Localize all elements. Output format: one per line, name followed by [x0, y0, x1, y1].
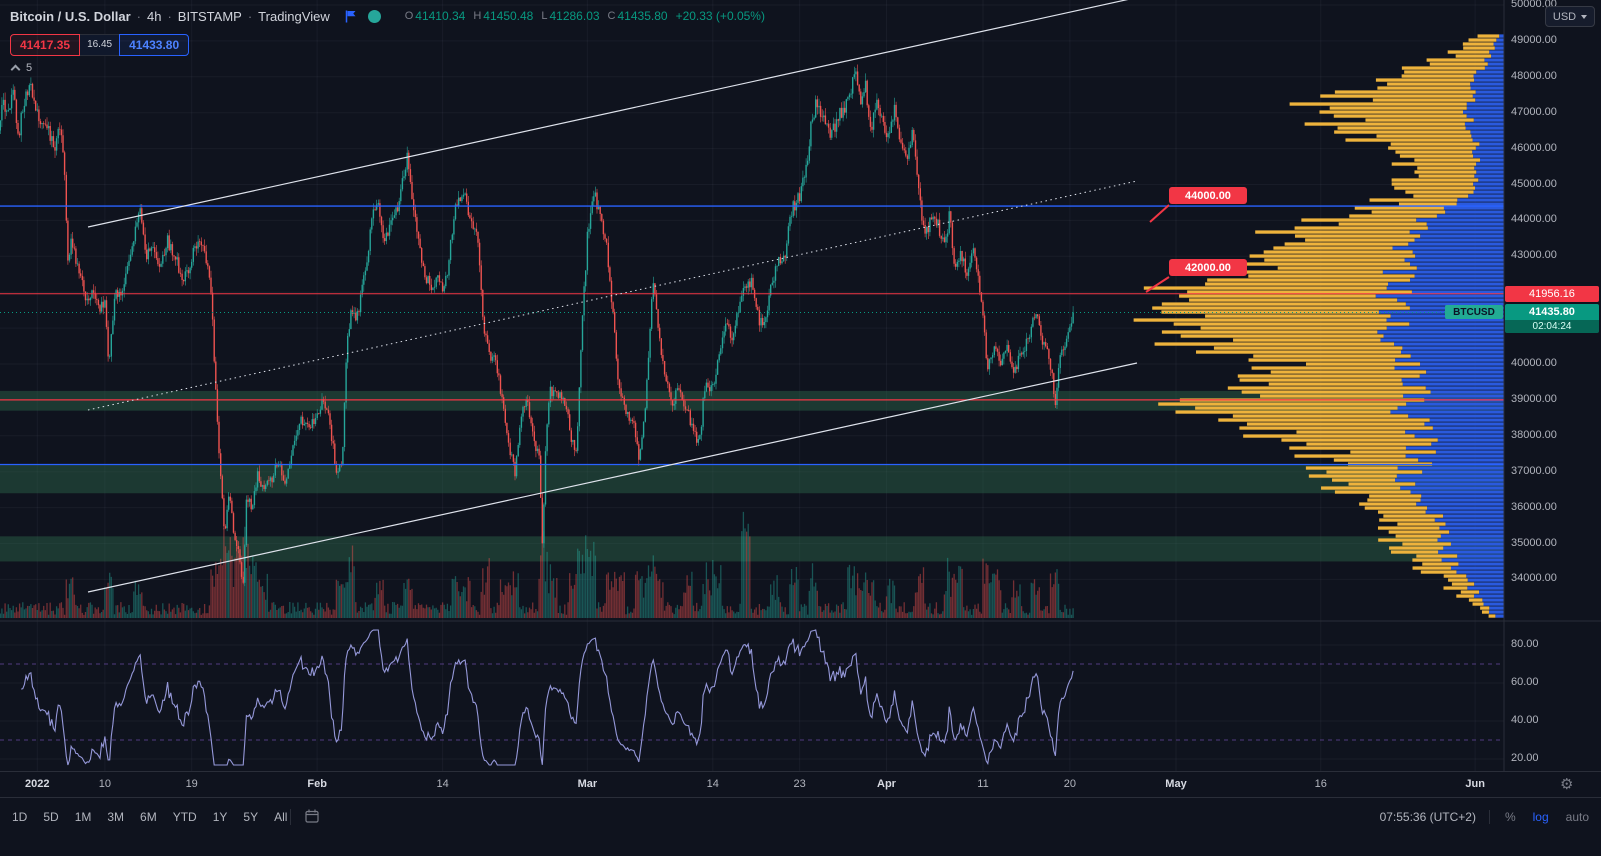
price-label-42000[interactable]: 42000.00: [1169, 259, 1247, 276]
range-ytd-button[interactable]: YTD: [165, 806, 205, 828]
change-value: +20.33 (+0.05%): [675, 9, 765, 23]
price-scale-label: 50000.00: [1511, 0, 1557, 10]
percent-scale-button[interactable]: %: [1504, 810, 1516, 824]
interval-label[interactable]: 4h: [146, 8, 162, 24]
alert-price-tag: 41956.16: [1505, 286, 1599, 302]
chart-legend: Bitcoin / U.S. Dollar · 4h · BITSTAMP · …: [0, 2, 765, 30]
price-scale[interactable]: 50000.00 49000.00 48000.00 47000.00 46000.00…: [1504, 0, 1601, 771]
range-5d-button[interactable]: 5D: [35, 806, 66, 828]
last-price-tag: 41435.80 02:04:24: [1505, 304, 1599, 333]
spread-value: 16.45: [80, 34, 120, 56]
rsi-scale-label: 80.00: [1511, 638, 1539, 650]
rsi-scale-label: 60.00: [1511, 676, 1539, 688]
log-scale-button[interactable]: log: [1532, 810, 1549, 824]
time-axis-label: 11: [977, 778, 989, 790]
range-1m-button[interactable]: 1M: [67, 806, 100, 828]
rsi-scale-label: 20.00: [1511, 752, 1539, 764]
price-label-44000[interactable]: 44000.00: [1169, 187, 1247, 204]
range-5y-button[interactable]: 5Y: [235, 806, 266, 828]
price-scale-label: 36000.00: [1511, 500, 1557, 513]
price-scale-label: 46000.00: [1511, 141, 1557, 154]
ohlc-readout: O 41410.34 H 41450.48 L 41286.03 C 41435.80 …: [404, 9, 765, 23]
time-axis[interactable]: ⚙ 2022 10 19 Feb 14 Mar 14 23 Apr 11 20 May 16 Jun: [0, 771, 1601, 797]
time-axis-label: 14: [436, 778, 449, 790]
chevron-up-icon: [10, 64, 21, 75]
separator: ·: [136, 8, 141, 24]
separator: ·: [167, 8, 172, 24]
price-scale-label: 38000.00: [1511, 428, 1557, 441]
exchange-label: BITSTAMP: [177, 8, 242, 24]
toolbar-divider: [290, 809, 291, 825]
legend-collapse-toggle[interactable]: 5: [10, 62, 33, 75]
clock[interactable]: 07:55:36 (UTC+2): [1379, 810, 1476, 824]
flag-icon[interactable]: [344, 9, 357, 23]
low-value: 41286.03: [549, 9, 600, 23]
currency-selector[interactable]: USD: [1545, 6, 1595, 27]
buy-button[interactable]: 41433.80: [119, 34, 190, 56]
price-scale-label: 47000.00: [1511, 105, 1557, 118]
time-axis-label: 14: [706, 778, 719, 790]
buy-sell-widget: 41417.35 16.45 41433.80: [10, 34, 190, 56]
chevron-down-icon: [1581, 14, 1588, 19]
last-price-value: 41435.80: [1505, 304, 1599, 320]
symbol-title[interactable]: Bitcoin / U.S. Dollar: [10, 8, 131, 24]
axis-settings-gear-icon[interactable]: ⚙: [1560, 776, 1574, 793]
time-axis-label: Feb: [307, 778, 327, 790]
chart-canvas[interactable]: [0, 0, 1601, 797]
range-1d-button[interactable]: 1D: [4, 806, 35, 828]
high-value: 41450.48: [483, 9, 534, 23]
time-axis-label: 16: [1314, 778, 1327, 790]
time-axis-label: 23: [793, 778, 806, 790]
date-range-switcher: 1D 5D 1M 3M 6M YTD 1Y 5Y All: [4, 806, 295, 828]
range-6m-button[interactable]: 6M: [132, 806, 165, 828]
symbol-price-badge: BTCUSD: [1445, 305, 1503, 319]
bar-countdown: 02:04:24: [1505, 320, 1599, 333]
range-all-button[interactable]: All: [266, 806, 295, 828]
time-axis-label: May: [1165, 778, 1187, 790]
range-1y-button[interactable]: 1Y: [205, 806, 236, 828]
time-axis-label: 19: [185, 778, 198, 790]
time-axis-label: Apr: [877, 778, 896, 790]
auto-scale-button[interactable]: auto: [1565, 810, 1589, 824]
close-value: 41435.80: [617, 9, 668, 23]
price-scale-label: 35000.00: [1511, 536, 1557, 549]
sell-button[interactable]: 41417.35: [10, 34, 81, 56]
open-value: 41410.34: [415, 9, 466, 23]
price-scale-label: 45000.00: [1511, 177, 1557, 190]
currency-label: USD: [1552, 10, 1577, 23]
platform-label: TradingView: [258, 8, 330, 24]
separator: ·: [247, 8, 253, 24]
bottom-toolbar: 1D 5D 1M 3M 6M YTD 1Y 5Y All 07:55:36 (UTC+2) % …: [0, 797, 1601, 856]
price-scale-label: 48000.00: [1511, 69, 1557, 82]
hidden-indicators-count: 5: [26, 62, 33, 74]
price-scale-label: 49000.00: [1511, 33, 1557, 46]
range-3m-button[interactable]: 3M: [99, 806, 132, 828]
time-axis-label: 10: [98, 778, 111, 790]
price-scale-label: 37000.00: [1511, 464, 1557, 477]
toolbar-divider: [1488, 810, 1490, 824]
time-axis-label: 20: [1063, 778, 1076, 790]
price-scale-label: 39000.00: [1511, 392, 1557, 405]
price-scale-label: 44000.00: [1511, 213, 1557, 226]
rsi-scale-label: 40.00: [1511, 714, 1539, 726]
price-scale-label: 43000.00: [1511, 249, 1557, 262]
market-status-icon[interactable]: [367, 9, 381, 23]
toolbar-right-group: 07:55:36 (UTC+2) % log auto: [1380, 808, 1591, 826]
time-axis-label: Jun: [1465, 778, 1485, 790]
price-scale-label: 34000.00: [1511, 572, 1557, 585]
go-to-date-icon[interactable]: [304, 808, 320, 824]
time-axis-label: 2022: [25, 778, 50, 790]
time-axis-label: Mar: [577, 778, 598, 790]
price-scale-label: 40000.00: [1511, 357, 1557, 369]
